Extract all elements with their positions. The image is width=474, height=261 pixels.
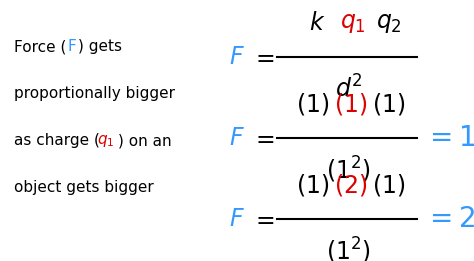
Text: $(2)$: $(2)$: [334, 172, 367, 198]
Text: object gets bigger: object gets bigger: [14, 180, 154, 195]
Text: ) on an: ) on an: [118, 133, 171, 149]
Text: Force (: Force (: [14, 39, 66, 55]
Text: $\mathit{F}$: $\mathit{F}$: [229, 207, 245, 231]
Text: ) gets: ) gets: [78, 39, 122, 55]
Text: $(1^2)$: $(1^2)$: [326, 155, 371, 185]
Text: $(1)$: $(1)$: [372, 172, 405, 198]
Text: $(1)$: $(1)$: [296, 172, 329, 198]
Text: $\mathit{F}$: $\mathit{F}$: [229, 126, 245, 150]
Text: $= 2$: $= 2$: [424, 205, 474, 233]
Text: $q_2$: $q_2$: [376, 11, 401, 35]
Text: $= 1$: $= 1$: [424, 124, 474, 152]
Text: as charge (: as charge (: [14, 133, 100, 149]
Text: $d^2$: $d^2$: [335, 75, 362, 102]
Text: $k$: $k$: [310, 11, 326, 35]
Text: F: F: [67, 39, 76, 55]
Text: $(1)$: $(1)$: [296, 91, 329, 117]
Text: $=$: $=$: [251, 126, 275, 150]
Text: $q_1$: $q_1$: [340, 11, 366, 35]
Text: $(1)$: $(1)$: [372, 91, 405, 117]
Text: $q_1$: $q_1$: [97, 133, 115, 149]
Text: proportionally bigger: proportionally bigger: [14, 86, 175, 102]
Text: $(1^2)$: $(1^2)$: [326, 235, 371, 261]
Text: $=$: $=$: [251, 207, 275, 231]
Text: $(1)$: $(1)$: [334, 91, 367, 117]
Text: $=$: $=$: [251, 45, 275, 69]
Text: $\mathit{F}$: $\mathit{F}$: [229, 45, 245, 69]
